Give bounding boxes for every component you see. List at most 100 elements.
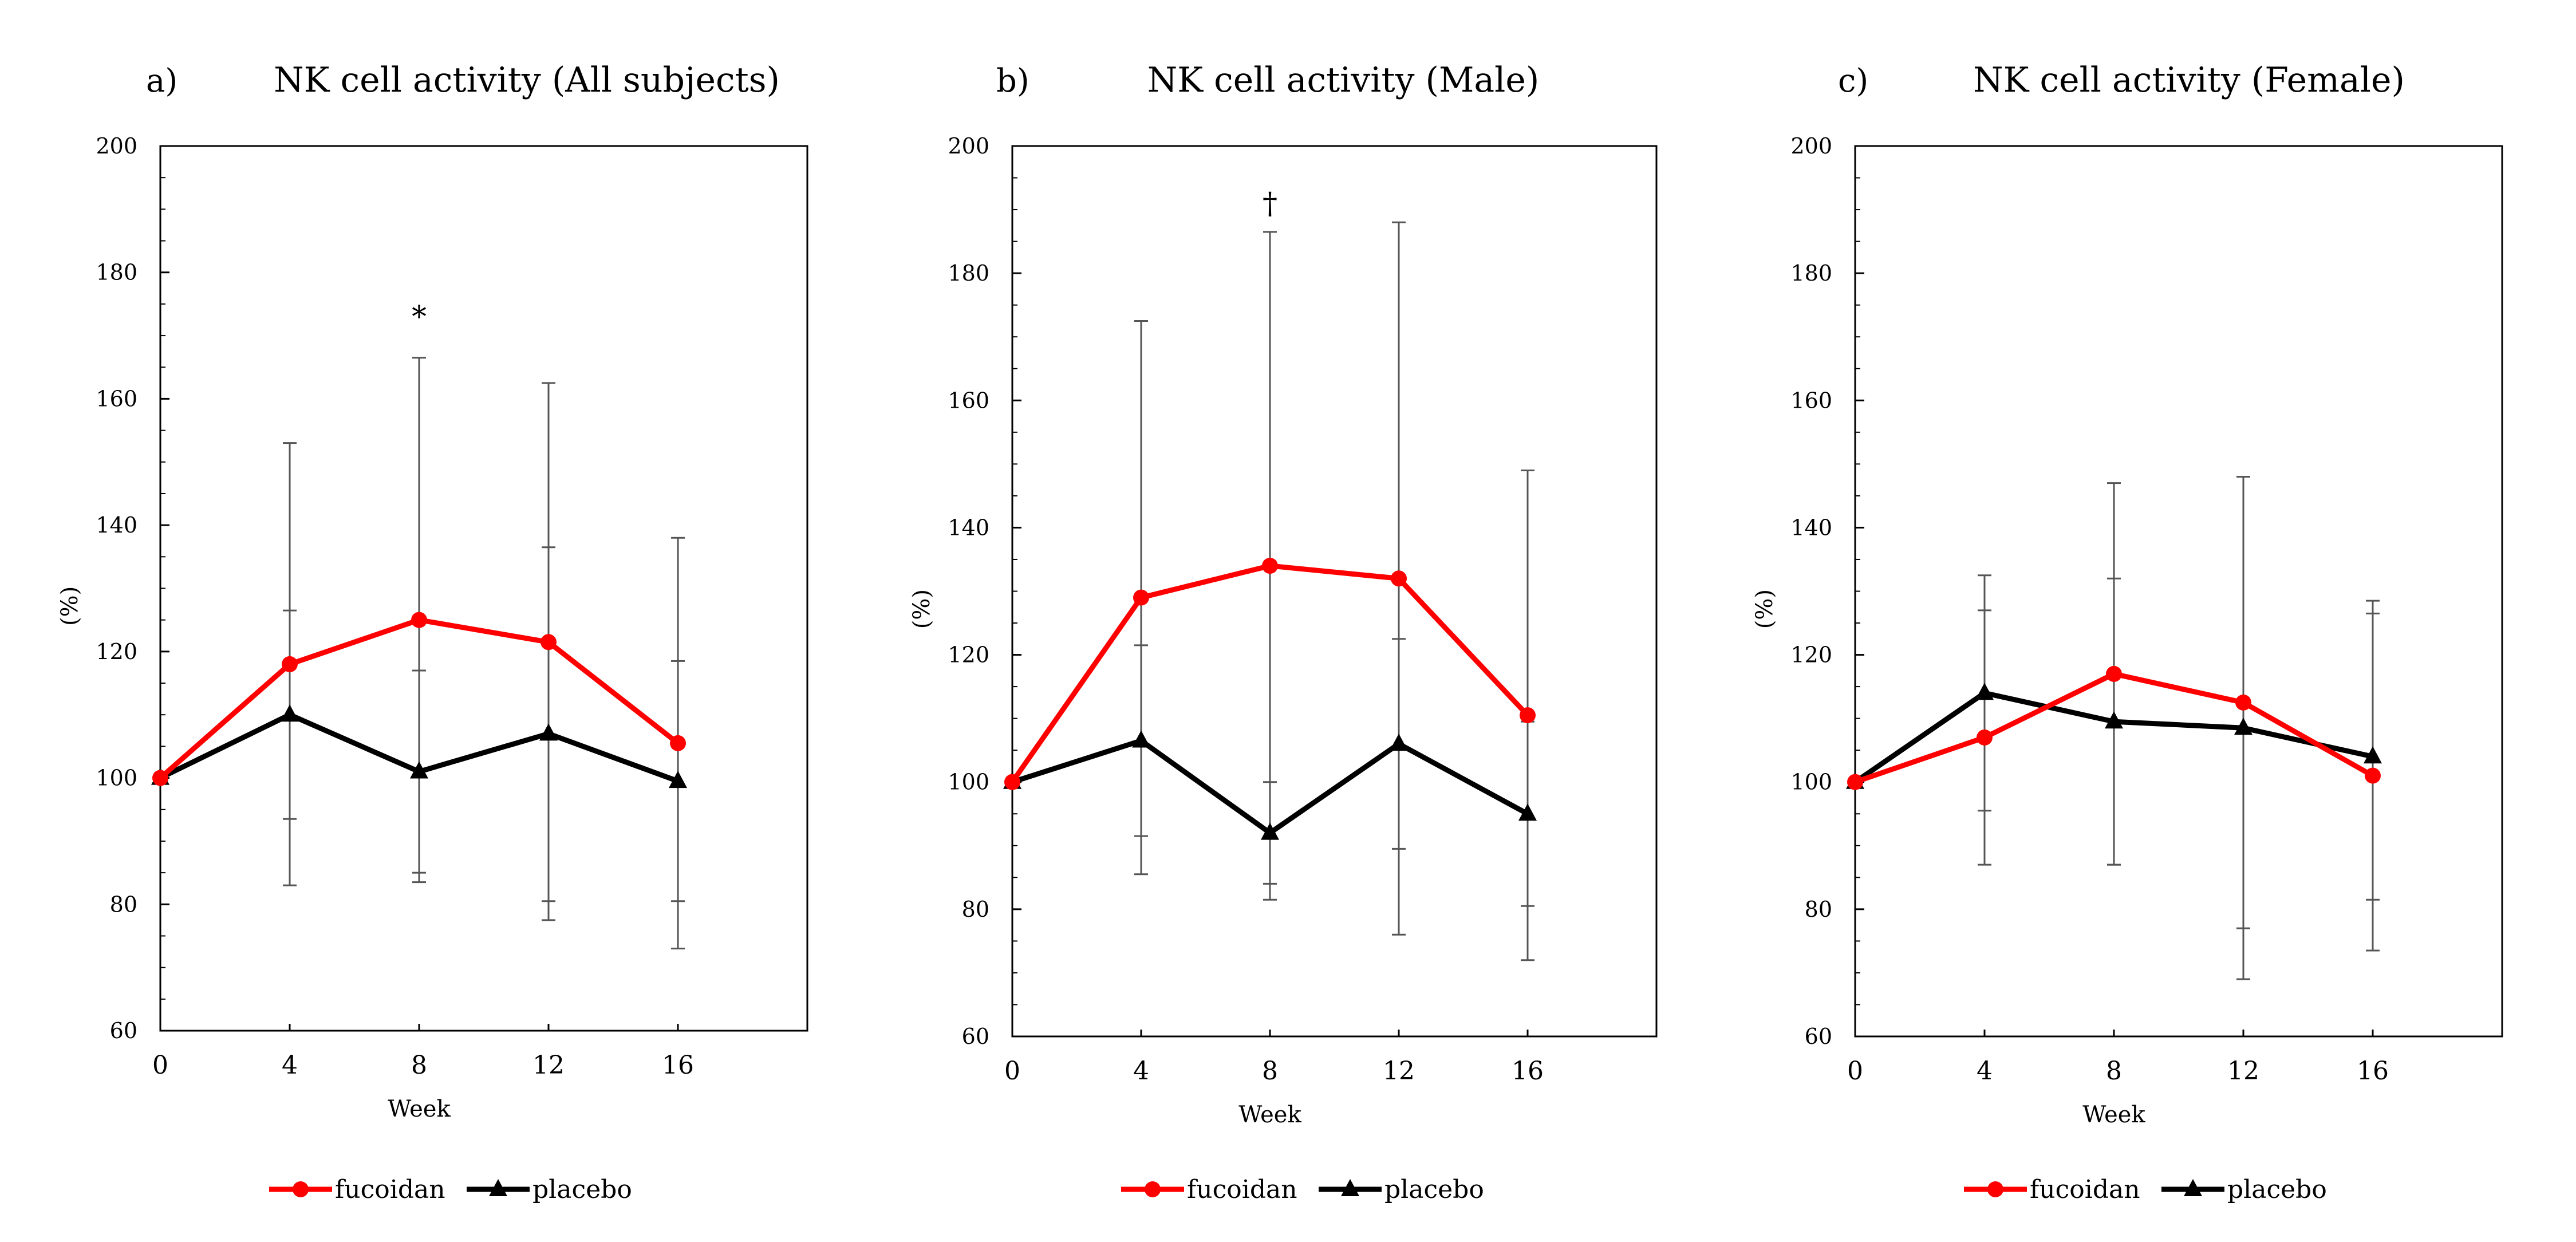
x-axis-label: Week: [388, 1096, 451, 1122]
data-point-fucoidan: [2106, 665, 2122, 682]
y-tick-label: 60: [962, 1024, 989, 1049]
y-tick-label: 60: [1805, 1024, 1832, 1049]
data-point-fucoidan: [411, 612, 427, 628]
data-point-fucoidan: [541, 634, 557, 650]
data-point-fucoidan: [1262, 558, 1278, 574]
data-point-placebo: [2364, 746, 2382, 764]
legend-label-placebo: placebo: [2227, 1175, 2327, 1204]
y-tick-label: 140: [948, 515, 989, 540]
data-point-placebo: [1261, 822, 1279, 840]
x-tick-label: 16: [662, 1051, 694, 1080]
data-point-placebo: [1132, 730, 1150, 748]
panel-letter: b): [996, 62, 1029, 100]
x-axis-label: Week: [2082, 1102, 2145, 1128]
x-tick-label: 4: [1133, 1056, 1149, 1086]
data-point-fucoidan: [2365, 767, 2381, 784]
panel-letter: c): [1838, 62, 1868, 100]
y-tick-label: 100: [1790, 770, 1832, 795]
x-tick-label: 8: [1262, 1056, 1278, 1086]
data-point-fucoidan: [1004, 774, 1020, 790]
y-tick-label: 140: [96, 512, 137, 538]
y-tick-label: 80: [110, 892, 137, 917]
significance-marker: *: [412, 300, 427, 334]
y-tick-label: 200: [948, 133, 989, 159]
x-axis-label: Week: [1238, 1102, 1301, 1128]
panel-letter: a): [146, 62, 177, 100]
data-point-placebo: [669, 771, 687, 788]
y-tick-label: 60: [110, 1018, 137, 1043]
y-tick-label: 160: [96, 386, 137, 411]
y-axis-label: (%): [1751, 589, 1778, 629]
y-tick-label: 160: [948, 388, 989, 413]
chart-panel: b) NK cell activity (Male)608010012014016…: [909, 60, 1658, 1204]
data-point-placebo: [2234, 717, 2252, 735]
legend-label-fucoidan: fucoidan: [2030, 1175, 2140, 1204]
x-tick-label: 0: [1847, 1056, 1863, 1086]
legend: fucoidan placebo: [269, 1175, 632, 1204]
data-point-placebo: [1518, 803, 1537, 821]
legend-label-placebo: placebo: [1384, 1175, 1484, 1204]
legend-label-fucoidan: fucoidan: [335, 1175, 445, 1204]
y-tick-label: 80: [1805, 897, 1832, 922]
x-tick-label: 4: [1977, 1056, 1993, 1086]
y-tick-label: 120: [96, 639, 137, 664]
x-tick-label: 0: [1004, 1056, 1020, 1086]
legend-marker-placebo: [2184, 1179, 2202, 1196]
x-tick-label: 12: [532, 1051, 565, 1080]
x-tick-label: 16: [1512, 1056, 1544, 1086]
significance-marker: †: [1263, 187, 1277, 221]
chart-title: NK cell activity (Male): [1147, 60, 1540, 100]
plot-frame: [159, 145, 808, 1032]
data-point-fucoidan: [1133, 589, 1149, 606]
chart-title: NK cell activity (All subjects): [274, 60, 780, 100]
data-point-fucoidan: [1847, 774, 1863, 790]
x-tick-label: 12: [1383, 1056, 1415, 1086]
x-tick-label: 12: [2227, 1056, 2259, 1086]
plot-frame: [1854, 145, 2503, 1038]
data-point-placebo: [539, 723, 558, 741]
y-tick-label: 140: [1790, 515, 1832, 540]
y-tick-label: 180: [96, 260, 137, 285]
chart-panel: c) NK cell activity (Female)6080100120140…: [1751, 60, 2503, 1204]
plot-frame: [1011, 145, 1658, 1038]
data-point-fucoidan: [1977, 729, 1993, 746]
legend: fucoidan placebo: [1121, 1175, 1484, 1204]
x-tick-label: 4: [282, 1051, 298, 1080]
data-point-placebo: [1390, 734, 1408, 751]
data-point-fucoidan: [1520, 707, 1536, 724]
y-tick-label: 80: [962, 897, 989, 922]
y-axis-label: (%): [57, 586, 83, 626]
data-point-fucoidan: [1391, 570, 1407, 587]
y-tick-label: 120: [948, 642, 989, 668]
x-tick-label: 8: [2106, 1056, 2122, 1086]
data-point-fucoidan: [670, 735, 686, 751]
y-tick-label: 180: [948, 261, 989, 286]
legend-marker-placebo: [489, 1179, 507, 1196]
y-tick-label: 100: [96, 766, 137, 791]
data-point-placebo: [281, 704, 299, 722]
y-tick-label: 120: [1790, 642, 1832, 668]
legend-label-placebo: placebo: [532, 1175, 632, 1204]
legend-marker-fucoidan: [1145, 1181, 1161, 1197]
y-tick-label: 200: [1790, 133, 1832, 159]
data-point-fucoidan: [282, 656, 298, 672]
x-tick-label: 0: [152, 1051, 168, 1080]
chart-title: NK cell activity (Female): [1973, 60, 2405, 100]
legend-marker-placebo: [1341, 1179, 1359, 1196]
legend: fucoidan placebo: [1964, 1175, 2327, 1204]
data-point-placebo: [1975, 683, 1994, 700]
data-point-fucoidan: [2235, 694, 2251, 711]
legend-marker-fucoidan: [293, 1181, 309, 1197]
data-point-fucoidan: [152, 770, 168, 786]
y-tick-label: 180: [1790, 261, 1832, 286]
y-tick-label: 160: [1790, 388, 1832, 413]
chart-panel: a) NK cell activity (All subjects)6080100…: [57, 60, 808, 1204]
data-point-placebo: [410, 761, 428, 779]
data-point-placebo: [2105, 711, 2123, 729]
x-tick-label: 8: [411, 1051, 427, 1080]
y-tick-label: 100: [948, 770, 989, 795]
legend-marker-fucoidan: [1987, 1181, 2003, 1197]
legend-label-fucoidan: fucoidan: [1187, 1175, 1297, 1204]
x-tick-label: 16: [2357, 1056, 2389, 1086]
